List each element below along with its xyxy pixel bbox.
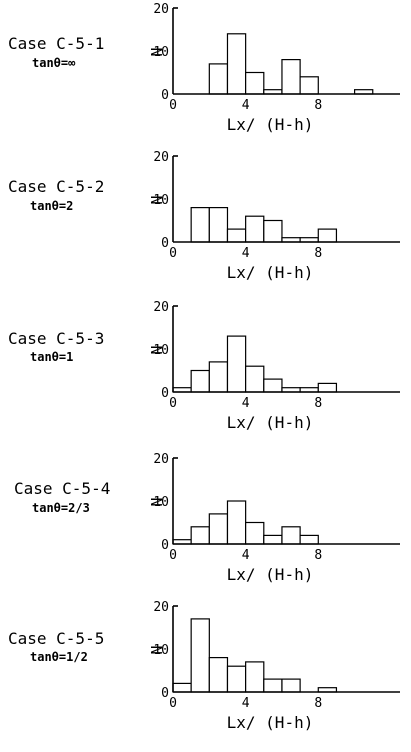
y-tick-label: 10: [153, 45, 169, 60]
tan-theta-label: tanθ=2/3: [32, 501, 90, 515]
x-tick-label: 4: [242, 396, 250, 411]
histogram-bar: [299, 76, 319, 95]
histogram-bar: [190, 206, 210, 243]
histogram-bar: [317, 228, 338, 243]
y-tick-label: 10: [153, 193, 169, 208]
x-tick-label: 0: [169, 696, 177, 711]
histogram-bar: [190, 618, 210, 693]
histogram-bar: [245, 521, 265, 545]
y-tick-label: 0: [161, 88, 169, 103]
x-axis-label: Lx/ (H-h): [227, 713, 314, 732]
histogram-bar: [172, 682, 192, 693]
x-axis-label: Lx/ (H-h): [227, 263, 314, 282]
y-tick-label: 10: [153, 343, 169, 358]
x-axis-label: Lx/ (H-h): [227, 413, 314, 432]
tan-theta-label: tanθ=∞: [32, 56, 76, 70]
y-tick-label: 20: [153, 150, 169, 165]
x-tick-label: 8: [314, 98, 322, 113]
histogram-bar: [263, 219, 283, 243]
histogram-bar: [299, 534, 319, 545]
x-tick-label: 0: [169, 246, 177, 261]
tan-theta-label: tanθ=2: [30, 199, 74, 213]
histogram-plot: 0 10 20 0 4 8 N Lx/ (H-h): [147, 600, 400, 732]
histogram-bar: [281, 678, 301, 693]
x-tick-label: 0: [169, 98, 177, 113]
x-axis-label: Lx/ (H-h): [227, 565, 314, 584]
histogram-plot: 0 10 20 0 4 8 N Lx/ (H-h): [147, 150, 400, 282]
y-axis-label: N: [147, 195, 165, 204]
case-title: Case C-5-3: [8, 329, 105, 348]
histogram-panel: Case C-5-2 tanθ=2 0 10 20 0 4 8 N Lx/ (H-h): [0, 148, 411, 298]
x-tick-label: 4: [242, 98, 250, 113]
histogram-plot: 0 10 20 0 4 8 N Lx/ (H-h): [147, 300, 400, 432]
histogram-bar: [208, 513, 229, 545]
histogram-bar: [226, 228, 247, 243]
histogram-bar: [245, 71, 265, 95]
y-tick-label: 20: [153, 600, 169, 615]
tan-theta-label: tanθ=1: [30, 350, 74, 364]
histogram-bar: [208, 361, 229, 393]
case-title: Case C-5-1: [8, 34, 105, 53]
y-axis-label: N: [147, 497, 165, 506]
x-tick-label: 4: [242, 548, 250, 563]
histogram-bar: [226, 335, 247, 393]
histogram-panel: Case C-5-5 tanθ=1/2 0 10 20 0 4 8 N Lx/ (H-h): [0, 598, 411, 748]
histogram-bar: [263, 534, 283, 545]
histogram-bar: [317, 382, 338, 393]
histogram-bar: [226, 33, 247, 95]
histogram-panel: Case C-5-4 tanθ=2/3 0 10 20 0 4 8 N Lx/ (H-h): [0, 450, 411, 600]
histogram-plot: 0 10 20 0 4 8 N Lx/ (H-h): [147, 452, 400, 584]
x-tick-label: 4: [242, 696, 250, 711]
x-tick-label: 4: [242, 246, 250, 261]
histogram-bar: [281, 58, 301, 95]
histogram-panel: Case C-5-3 tanθ=1 0 10 20 0 4 8 N Lx/ (H-h): [0, 298, 411, 448]
histogram-bar: [226, 665, 247, 693]
histogram-bar: [190, 526, 210, 545]
histogram-bar: [208, 656, 229, 693]
histogram-bar: [245, 215, 265, 243]
tan-theta-label: tanθ=1/2: [30, 650, 88, 664]
y-tick-label: 0: [161, 236, 169, 251]
histogram-bar: [281, 526, 301, 545]
case-title: Case C-5-5: [8, 629, 105, 648]
x-tick-label: 8: [314, 246, 322, 261]
y-tick-label: 0: [161, 686, 169, 701]
histogram-panel: Case C-5-1 tanθ=∞ 0 10 20 0 4 8 N Lx/ (H-h): [0, 0, 411, 150]
x-axis-label: Lx/ (H-h): [227, 115, 314, 134]
x-tick-label: 0: [169, 396, 177, 411]
y-axis-label: N: [147, 47, 165, 56]
y-tick-label: 0: [161, 386, 169, 401]
histogram-bar: [245, 365, 265, 393]
y-axis-label: N: [147, 345, 165, 354]
y-tick-label: 20: [153, 2, 169, 17]
histogram-bar: [208, 63, 229, 95]
case-title: Case C-5-4: [14, 479, 111, 498]
x-tick-label: 8: [314, 548, 322, 563]
histogram-bar: [263, 378, 283, 393]
x-tick-label: 8: [314, 696, 322, 711]
histogram-plot: 0 10 20 0 4 8 N Lx/ (H-h): [147, 2, 400, 134]
histogram-bar: [226, 500, 247, 545]
histogram-bar: [245, 661, 265, 693]
histogram-bar: [208, 206, 229, 243]
x-tick-label: 0: [169, 548, 177, 563]
y-axis-label: N: [147, 645, 165, 654]
y-tick-label: 10: [153, 495, 169, 510]
x-tick-label: 8: [314, 396, 322, 411]
y-tick-label: 20: [153, 452, 169, 467]
histogram-bar: [190, 369, 210, 393]
histogram-bar: [263, 678, 283, 693]
y-tick-label: 0: [161, 538, 169, 553]
y-tick-label: 10: [153, 643, 169, 658]
case-title: Case C-5-2: [8, 177, 105, 196]
y-tick-label: 20: [153, 300, 169, 315]
